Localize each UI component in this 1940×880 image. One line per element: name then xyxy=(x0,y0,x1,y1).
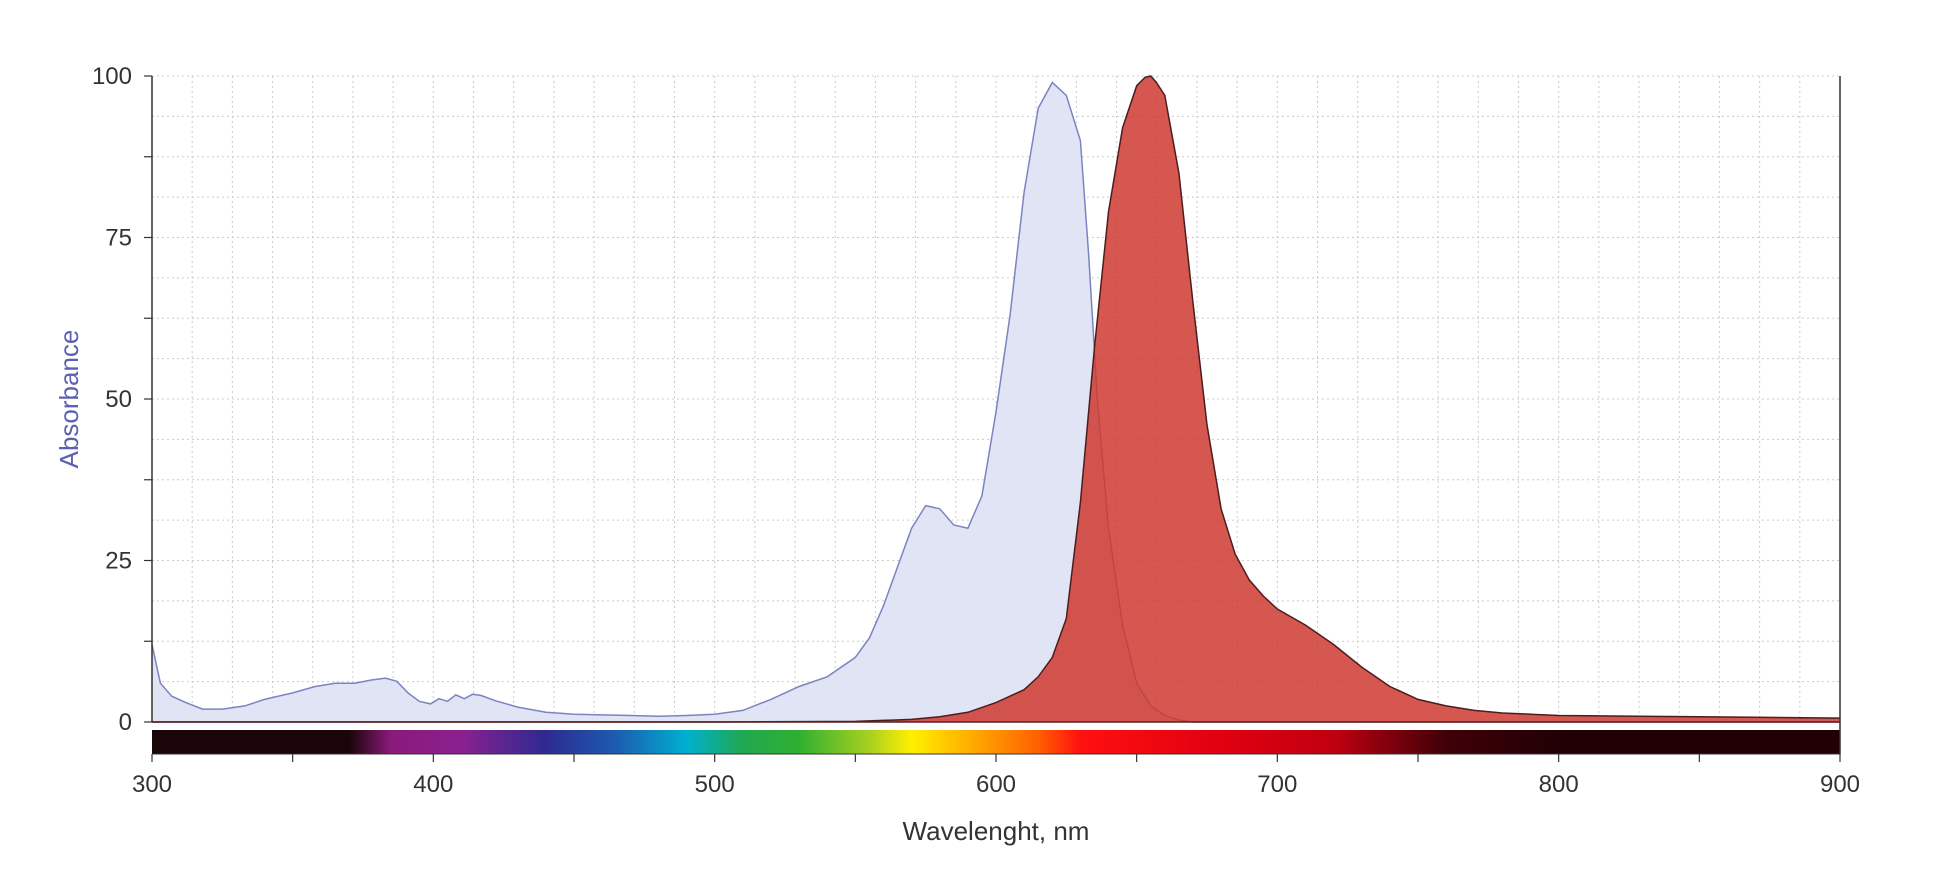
series-group xyxy=(151,75,1841,723)
absorption-area xyxy=(152,82,1840,722)
wavelength-color-bar xyxy=(152,730,1840,754)
x-tick-label: 500 xyxy=(695,771,735,798)
y-tick-label: 100 xyxy=(92,63,132,90)
x-tick-label: 700 xyxy=(1257,771,1297,798)
x-tick-label: 800 xyxy=(1539,771,1579,798)
x-tick-label: 300 xyxy=(132,771,172,798)
y-tick-label: 25 xyxy=(105,548,132,575)
x-axis-label: Wavelenght, nm xyxy=(903,816,1090,846)
x-tick-label: 400 xyxy=(413,771,453,798)
x-tick-label: 900 xyxy=(1820,771,1860,798)
y-axis-label: Absorbance xyxy=(54,330,84,469)
tick-labels: 0 25 50 75 100 300 400 500 600 700 800 900 xyxy=(92,63,1860,798)
y-tick-label: 75 xyxy=(105,225,132,252)
emission-line xyxy=(152,75,1841,723)
y-tick-label: 50 xyxy=(105,386,132,413)
spectrum-bar xyxy=(152,730,1840,754)
x-tick-label: 600 xyxy=(976,771,1016,798)
axes xyxy=(144,75,1841,762)
y-tick-label: 0 xyxy=(119,709,132,736)
grid xyxy=(151,75,1840,723)
